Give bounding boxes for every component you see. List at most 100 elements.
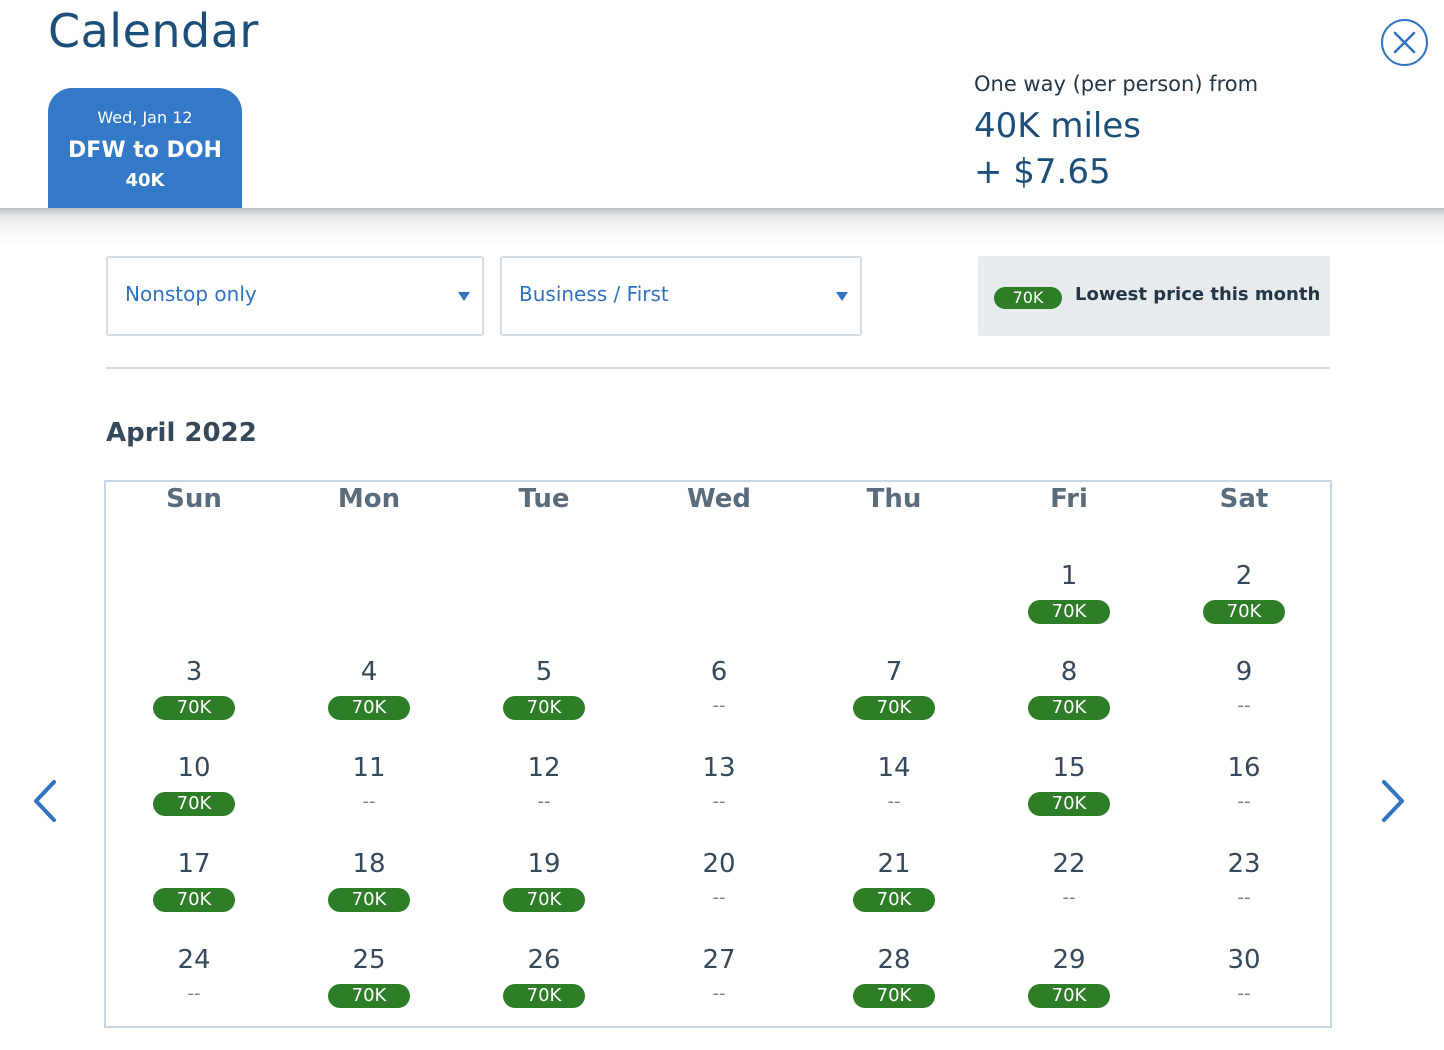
day-no-price: -- [1062, 887, 1076, 908]
weekday-header: Fri [1050, 484, 1088, 514]
legend-text: Lowest price this month [1075, 284, 1321, 305]
calendar-day-cell[interactable]: 29 70K [994, 944, 1144, 1030]
day-number: 30 [1227, 945, 1261, 975]
weekday-header: Tue [518, 484, 570, 514]
day-number: 4 [360, 657, 378, 687]
day-number: 28 [877, 945, 911, 975]
day-no-price: -- [1237, 695, 1251, 716]
dropdown-caret-icon [458, 292, 470, 301]
day-number: 27 [702, 945, 736, 975]
calendar-day-cell[interactable]: 2 70K [1169, 560, 1319, 646]
day-price-badge: 70K [1028, 696, 1110, 720]
stops-filter-select[interactable]: Nonstop only [106, 256, 484, 336]
legend-price-badge: 70K [994, 287, 1062, 309]
day-number: 26 [527, 945, 561, 975]
calendar-day-cell[interactable]: 1 70K [994, 560, 1144, 646]
day-number: 17 [177, 849, 211, 879]
weekday-header: Wed [687, 484, 751, 514]
calendar-day-cell[interactable]: 18 70K [294, 848, 444, 934]
trip-route: DFW to DOH [68, 138, 222, 163]
calendar-day-cell[interactable]: 28 70K [819, 944, 969, 1030]
calendar-day-cell[interactable]: 11 -- [294, 752, 444, 838]
day-price-badge: 70K [1203, 600, 1285, 624]
day-no-price: -- [1237, 791, 1251, 812]
cabin-filter-value: Business / First [519, 282, 669, 306]
trip-date: Wed, Jan 12 [97, 108, 193, 127]
chevron-right-icon [1382, 780, 1404, 822]
calendar-day-cell[interactable]: 14 -- [819, 752, 969, 838]
calendar-grid: Sun Mon Tue Wed Thu Fri Sat 1 70K 2 70K 3 70K 4 70K 5 70… [104, 480, 1332, 1028]
calendar-day-cell[interactable]: 24 -- [119, 944, 269, 1030]
calendar-day-cell[interactable]: 3 70K [119, 656, 269, 742]
calendar-day-cell[interactable]: 4 70K [294, 656, 444, 742]
lowest-price-legend: 70K Lowest price this month [978, 256, 1330, 336]
day-number: 24 [177, 945, 211, 975]
calendar-day-cell[interactable]: 15 70K [994, 752, 1144, 838]
day-number: 20 [702, 849, 736, 879]
day-number: 14 [877, 753, 911, 783]
weekday-header: Thu [866, 484, 922, 514]
calendar-day-cell[interactable]: 21 70K [819, 848, 969, 934]
calendar-day-cell[interactable]: 30 -- [1169, 944, 1319, 1030]
calendar-day-cell[interactable]: 22 -- [994, 848, 1144, 934]
calendar-day-cell[interactable]: 8 70K [994, 656, 1144, 742]
calendar-day-cell[interactable]: 5 70K [469, 656, 619, 742]
day-number: 21 [877, 849, 911, 879]
calendar-day-cell[interactable]: 27 -- [644, 944, 794, 1030]
day-number: 18 [352, 849, 386, 879]
day-number: 16 [1227, 753, 1261, 783]
close-button[interactable] [1381, 19, 1428, 66]
day-number: 13 [702, 753, 736, 783]
calendar-day-cell[interactable]: 16 -- [1169, 752, 1319, 838]
day-no-price: -- [187, 983, 201, 1004]
day-no-price: -- [712, 983, 726, 1004]
calendar-day-cell[interactable]: 23 -- [1169, 848, 1319, 934]
trip-miles: 40K [125, 170, 165, 191]
month-title: April 2022 [106, 418, 257, 448]
day-price-badge: 70K [853, 696, 935, 720]
calendar-day-cell[interactable]: 12 -- [469, 752, 619, 838]
calendar-day-cell[interactable]: 20 -- [644, 848, 794, 934]
day-number: 25 [352, 945, 386, 975]
calendar-day-cell[interactable]: 7 70K [819, 656, 969, 742]
day-price-badge: 70K [853, 984, 935, 1008]
calendar-day-cell[interactable]: 10 70K [119, 752, 269, 838]
calendar-day-cell[interactable]: 26 70K [469, 944, 619, 1030]
day-number: 7 [885, 657, 903, 687]
fare-miles: 40K miles [974, 106, 1142, 146]
previous-month-button[interactable] [26, 776, 66, 826]
day-no-price: -- [537, 791, 551, 812]
day-number: 5 [535, 657, 553, 687]
day-number: 6 [710, 657, 728, 687]
day-number: 1 [1060, 561, 1078, 591]
day-price-badge: 70K [503, 696, 585, 720]
day-number: 11 [352, 753, 386, 783]
calendar-day-cell[interactable]: 25 70K [294, 944, 444, 1030]
day-price-badge: 70K [328, 696, 410, 720]
calendar-day-cell[interactable]: 19 70K [469, 848, 619, 934]
header-shadow [0, 208, 1444, 248]
weekday-header: Mon [337, 484, 401, 514]
calendar-header: Calendar Wed, Jan 12 DFW to DOH 40K One … [0, 0, 1444, 208]
chevron-left-icon [34, 780, 56, 822]
trip-tab-selected[interactable]: Wed, Jan 12 DFW to DOH 40K [48, 88, 242, 208]
calendar-day-cell[interactable]: 9 -- [1169, 656, 1319, 742]
day-price-badge: 70K [1028, 984, 1110, 1008]
fare-cash: + $7.65 [974, 152, 1111, 192]
cabin-filter-select[interactable]: Business / First [500, 256, 862, 336]
close-icon [1393, 31, 1416, 54]
day-number: 15 [1052, 753, 1086, 783]
fare-label: One way (per person) from [974, 72, 1259, 96]
calendar-day-cell[interactable]: 13 -- [644, 752, 794, 838]
day-price-badge: 70K [853, 888, 935, 912]
day-no-price: -- [712, 791, 726, 812]
calendar-day-cell[interactable]: 6 -- [644, 656, 794, 742]
dropdown-caret-icon [836, 292, 848, 301]
day-number: 19 [527, 849, 561, 879]
calendar-day-cell[interactable]: 17 70K [119, 848, 269, 934]
day-number: 22 [1052, 849, 1086, 879]
next-month-button[interactable] [1372, 776, 1412, 826]
day-no-price: -- [362, 791, 376, 812]
day-price-badge: 70K [153, 888, 235, 912]
day-price-badge: 70K [328, 984, 410, 1008]
